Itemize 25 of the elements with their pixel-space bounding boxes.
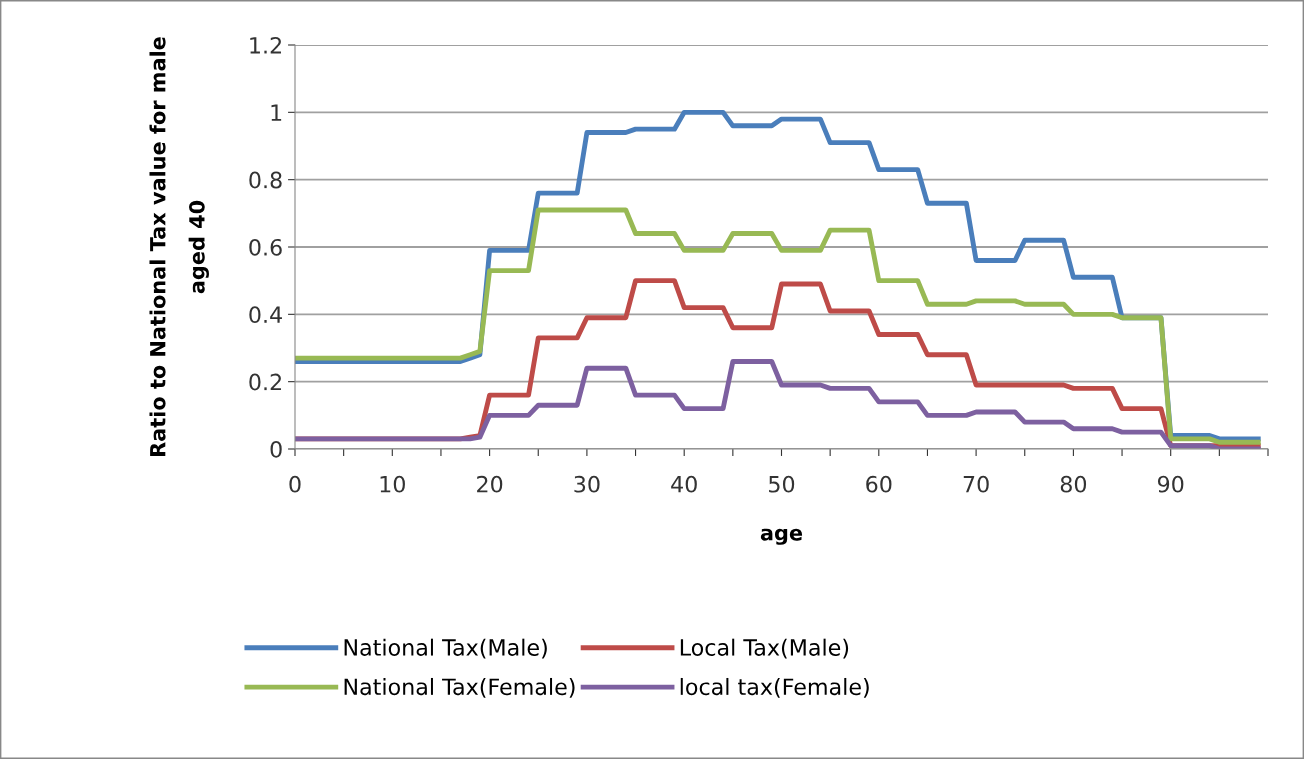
x-tick-label: 20 [477,475,503,493]
y-tick-label: 1 [271,104,282,121]
legend-label: Local Tax(Male) [680,638,849,659]
legend-label: local tax(Female) [680,677,869,698]
y-tick-label: 1.2 [250,36,281,54]
y-axis-title: Ratio to National Tax value for male aged 40 [149,37,209,456]
line-series [295,207,1261,445]
x-tick-label: 40 [671,475,697,493]
x-tick-label: 80 [1060,475,1087,493]
x-tick-label: 90 [1157,475,1184,493]
y-tick-label: 0.4 [249,306,282,324]
x-tick-label: 0 [289,475,301,493]
legend-label: National Tax(Female) [344,677,575,698]
y-tick-label: 0.8 [249,171,282,189]
y-tick-label: 0.6 [249,238,282,256]
legend-label: National Tax(Male) [344,638,547,659]
x-tick-label: 30 [574,475,600,493]
x-axis-title: age [760,528,803,545]
y-tick-label: 0 [270,440,282,458]
y-tick-label: 0.2 [249,373,281,391]
x-tick-label: 50 [769,475,795,493]
x-tick-label: 70 [963,475,989,493]
line-series [295,359,1261,449]
x-tick-label: 60 [866,475,892,493]
x-tick-label: 10 [380,475,405,493]
